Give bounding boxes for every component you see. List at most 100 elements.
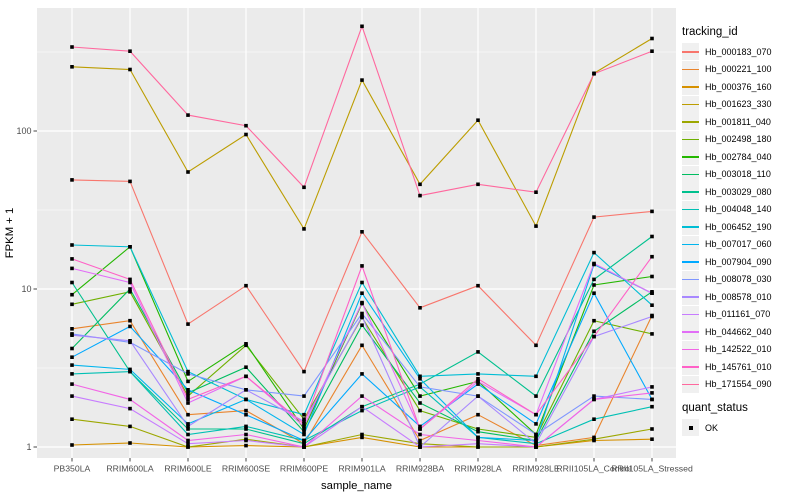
data-point[interactable] bbox=[186, 441, 190, 446]
data-point[interactable] bbox=[128, 324, 132, 329]
data-point[interactable] bbox=[592, 277, 596, 282]
data-point[interactable] bbox=[70, 243, 74, 247]
data-point[interactable] bbox=[476, 379, 480, 384]
data-point[interactable] bbox=[360, 404, 364, 409]
data-point[interactable] bbox=[70, 45, 74, 49]
data-point[interactable] bbox=[360, 432, 364, 437]
data-point[interactable] bbox=[302, 438, 306, 443]
data-point[interactable] bbox=[186, 322, 190, 326]
data-point[interactable] bbox=[650, 291, 654, 295]
data-point[interactable] bbox=[70, 372, 74, 376]
data-point[interactable] bbox=[476, 382, 480, 386]
data-point[interactable] bbox=[186, 388, 190, 392]
data-point[interactable] bbox=[534, 374, 538, 379]
data-point[interactable] bbox=[360, 394, 364, 398]
data-point[interactable] bbox=[302, 445, 306, 449]
data-point[interactable] bbox=[534, 343, 538, 348]
data-point[interactable] bbox=[302, 427, 306, 431]
data-point[interactable] bbox=[186, 372, 190, 376]
data-point[interactable] bbox=[476, 412, 480, 417]
data-point[interactable] bbox=[244, 342, 248, 346]
data-point[interactable] bbox=[186, 432, 190, 437]
data-point[interactable] bbox=[70, 178, 74, 182]
data-point[interactable] bbox=[70, 333, 74, 337]
data-point[interactable] bbox=[128, 318, 132, 323]
data-point[interactable] bbox=[186, 397, 190, 402]
data-point[interactable] bbox=[128, 277, 132, 282]
data-point[interactable] bbox=[186, 401, 190, 405]
data-point[interactable] bbox=[592, 72, 596, 76]
data-point[interactable] bbox=[128, 424, 132, 429]
data-point[interactable] bbox=[186, 438, 190, 443]
data-point[interactable] bbox=[534, 412, 538, 417]
data-point[interactable] bbox=[244, 374, 248, 379]
data-point[interactable] bbox=[128, 245, 132, 249]
data-point[interactable] bbox=[302, 394, 306, 398]
data-point[interactable] bbox=[592, 318, 596, 323]
data-point[interactable] bbox=[650, 397, 654, 402]
data-point[interactable] bbox=[476, 372, 480, 376]
data-point[interactable] bbox=[70, 417, 74, 421]
data-point[interactable] bbox=[244, 438, 248, 443]
data-point[interactable] bbox=[534, 394, 538, 398]
data-point[interactable] bbox=[128, 369, 132, 374]
data-point[interactable] bbox=[592, 261, 596, 266]
data-point[interactable] bbox=[592, 291, 596, 295]
data-point[interactable] bbox=[650, 437, 654, 441]
data-point[interactable] bbox=[592, 437, 596, 441]
data-point[interactable] bbox=[534, 422, 538, 426]
data-point[interactable] bbox=[302, 417, 306, 421]
data-point[interactable] bbox=[476, 438, 480, 443]
data-point[interactable] bbox=[244, 397, 248, 402]
data-point[interactable] bbox=[302, 432, 306, 437]
data-point[interactable] bbox=[418, 306, 422, 310]
data-point[interactable] bbox=[302, 412, 306, 417]
data-point[interactable] bbox=[70, 257, 74, 261]
data-point[interactable] bbox=[418, 193, 422, 198]
data-point[interactable] bbox=[418, 445, 422, 449]
data-point[interactable] bbox=[418, 382, 422, 386]
data-point[interactable] bbox=[592, 250, 596, 255]
data-point[interactable] bbox=[534, 445, 538, 449]
data-point[interactable] bbox=[244, 388, 248, 392]
data-point[interactable] bbox=[418, 441, 422, 446]
data-point[interactable] bbox=[70, 443, 74, 447]
data-point[interactable] bbox=[360, 230, 364, 234]
data-point[interactable] bbox=[186, 113, 190, 117]
data-point[interactable] bbox=[418, 432, 422, 437]
data-point[interactable] bbox=[592, 329, 596, 334]
data-point[interactable] bbox=[360, 291, 364, 295]
data-point[interactable] bbox=[186, 424, 190, 429]
data-point[interactable] bbox=[70, 280, 74, 285]
data-point[interactable] bbox=[360, 314, 364, 319]
data-point[interactable] bbox=[70, 302, 74, 307]
data-point[interactable] bbox=[534, 435, 538, 440]
data-point[interactable] bbox=[302, 419, 306, 424]
data-point[interactable] bbox=[128, 179, 132, 184]
data-point[interactable] bbox=[128, 280, 132, 285]
data-point[interactable] bbox=[186, 391, 190, 395]
data-point[interactable] bbox=[244, 412, 248, 417]
data-point[interactable] bbox=[360, 408, 364, 413]
data-point[interactable] bbox=[360, 280, 364, 285]
data-point[interactable] bbox=[70, 363, 74, 367]
data-point[interactable] bbox=[70, 346, 74, 351]
data-point[interactable] bbox=[128, 397, 132, 402]
data-point[interactable] bbox=[128, 339, 132, 343]
data-point[interactable] bbox=[70, 327, 74, 331]
data-point[interactable] bbox=[418, 385, 422, 389]
data-point[interactable] bbox=[128, 367, 132, 372]
data-point[interactable] bbox=[302, 441, 306, 446]
data-point[interactable] bbox=[128, 441, 132, 445]
data-point[interactable] bbox=[650, 314, 654, 319]
data-point[interactable] bbox=[302, 227, 306, 231]
data-point[interactable] bbox=[592, 334, 596, 339]
data-point[interactable] bbox=[244, 132, 248, 137]
data-point[interactable] bbox=[244, 443, 248, 448]
data-point[interactable] bbox=[360, 311, 364, 316]
data-point[interactable] bbox=[476, 441, 480, 446]
data-point[interactable] bbox=[476, 429, 480, 434]
data-point[interactable] bbox=[476, 377, 480, 381]
data-point[interactable] bbox=[302, 185, 306, 190]
data-point[interactable] bbox=[650, 254, 654, 259]
